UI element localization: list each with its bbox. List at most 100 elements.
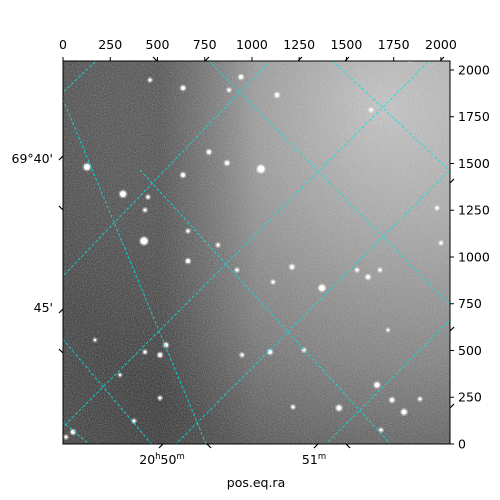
star	[418, 397, 422, 401]
grid-line	[325, 319, 450, 444]
star	[146, 195, 150, 199]
wcs-tick	[313, 443, 319, 449]
top-x-tick-label: 1000	[236, 37, 268, 52]
x-axis-label: pos.eq.ra	[227, 475, 285, 490]
star	[369, 108, 373, 112]
top-pixel-axis: 0 250 500 750 1000 1250 1500 1750 2000	[59, 37, 457, 61]
wcs-tick	[439, 56, 445, 62]
grid-line	[139, 169, 391, 444]
wcs-tick	[204, 56, 210, 62]
right-y-tick-label: 1000	[458, 249, 490, 264]
wcs-tick	[58, 308, 64, 314]
right-y-tick-label: 750	[458, 296, 482, 311]
wcs-tick	[152, 56, 158, 62]
star	[186, 229, 190, 233]
right-y-tick-label: 0	[458, 437, 466, 452]
grid-line	[63, 61, 271, 277]
right-y-tick-label: 1250	[458, 203, 490, 218]
star	[84, 164, 90, 170]
wcs-tick	[58, 348, 64, 354]
star	[355, 268, 359, 272]
star	[366, 275, 370, 279]
wcs-tick	[449, 403, 455, 409]
star	[132, 419, 136, 423]
star	[148, 78, 152, 82]
star	[120, 191, 126, 197]
star	[275, 93, 279, 97]
star	[140, 237, 148, 245]
star	[225, 161, 229, 165]
grid-line	[63, 61, 430, 428]
grid-line	[208, 61, 450, 306]
star-halo	[407, 61, 413, 63]
star	[158, 353, 162, 357]
right-y-tick-label: 1750	[458, 109, 490, 124]
right-y-tick-label: 500	[458, 343, 482, 358]
star	[374, 382, 380, 388]
star	[93, 338, 97, 342]
right-y-tick-label: 1500	[458, 156, 490, 171]
wcs-tick-marks	[58, 56, 455, 449]
star	[64, 435, 68, 439]
wcs-tick	[345, 443, 351, 449]
star	[240, 353, 244, 357]
top-x-tick-label: 500	[146, 37, 170, 52]
star	[336, 405, 342, 411]
star	[186, 259, 190, 263]
top-x-tick-label: 250	[98, 37, 122, 52]
star	[181, 86, 185, 90]
wcs-tick	[297, 56, 303, 62]
top-x-tick-label: 2000	[425, 37, 457, 52]
star	[290, 265, 294, 269]
star	[239, 75, 243, 79]
grid-line	[63, 98, 207, 444]
wcs-tick	[58, 205, 64, 211]
ra-tick-label: 20h50m	[139, 452, 184, 467]
grid-line	[63, 338, 153, 444]
right-pixel-axis: 0 250 500 750 1000 1250 1500 1750 2000	[450, 62, 490, 452]
grid-line	[175, 169, 450, 444]
image-noise	[63, 61, 450, 444]
grid-line	[332, 61, 450, 172]
top-x-tick-label: 0	[59, 37, 67, 52]
stars	[63, 61, 444, 440]
ra-axis: 20h50m 51m	[139, 452, 326, 467]
ra-tick-label: 51m	[302, 452, 326, 467]
star	[439, 241, 443, 245]
star	[235, 268, 239, 272]
star	[207, 150, 211, 154]
wcs-tick	[158, 443, 164, 449]
star	[216, 243, 220, 247]
dec-tick-label: 69°40'	[12, 151, 54, 166]
dec-axis: 69°40' 45'	[12, 151, 54, 315]
star	[227, 88, 231, 92]
plot-frame	[62, 60, 451, 445]
wcs-tick	[344, 56, 350, 62]
star	[158, 396, 162, 400]
wcs-tick	[206, 443, 212, 449]
top-x-tick-label: 1500	[331, 37, 363, 52]
coordinate-grid	[63, 61, 450, 444]
star	[271, 280, 275, 284]
star	[268, 350, 272, 354]
star	[319, 285, 325, 291]
plot-area	[63, 61, 450, 444]
star	[291, 405, 295, 409]
wcs-tick	[449, 178, 455, 184]
star	[390, 398, 394, 402]
wcs-tick	[449, 326, 455, 332]
star	[379, 428, 383, 432]
top-x-tick-label: 1750	[378, 37, 410, 52]
star	[143, 350, 147, 354]
right-y-tick-label: 250	[458, 390, 482, 405]
star	[401, 409, 407, 415]
star	[378, 268, 382, 272]
star	[118, 373, 122, 377]
wcs-tick	[58, 155, 64, 161]
star	[386, 328, 390, 332]
star	[181, 173, 185, 177]
top-x-tick-label: 1250	[283, 37, 315, 52]
dec-tick-label: 45'	[34, 300, 53, 315]
right-y-tick-label: 2000	[458, 62, 490, 77]
